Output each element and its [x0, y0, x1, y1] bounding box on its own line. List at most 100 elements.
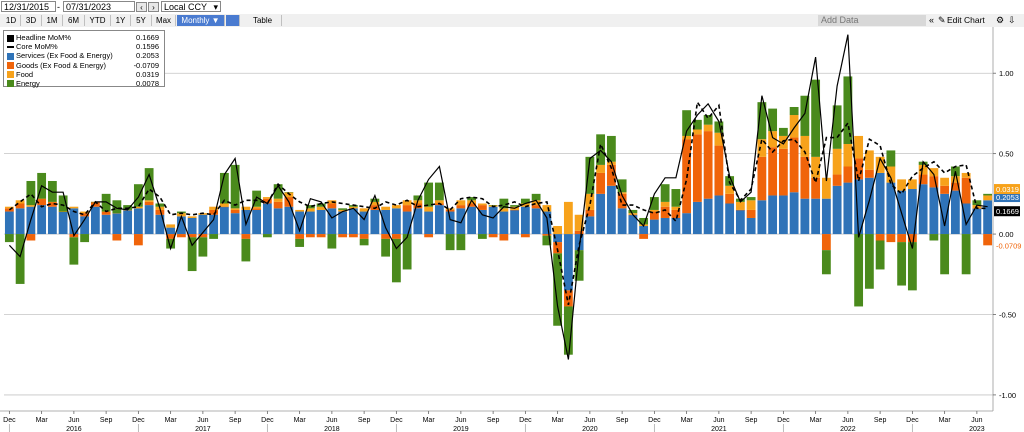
next-period-button[interactable]: › — [148, 2, 159, 12]
last-value-labels: 0.2053 0.1669 -0.0709 0.0319 — [994, 184, 1021, 251]
settings-icon[interactable]: ⚙ — [996, 15, 1005, 25]
bar-goods-1 — [15, 203, 25, 209]
bar-goods-41 — [445, 209, 455, 212]
bar-food-55 — [596, 164, 606, 173]
last-value-bg-1 — [994, 206, 1020, 217]
bar-food-33 — [359, 208, 369, 212]
bar-energy-72 — [778, 127, 788, 136]
bar-energy-56 — [606, 135, 616, 162]
x-tick-label-1: Mar — [36, 417, 49, 424]
frequency-dropdown[interactable]: Monthly ▼ — [177, 15, 225, 26]
legend-services[interactable]: Services (Ex Food & Energy) 0.2053 — [7, 51, 161, 60]
bar-energy-33 — [359, 238, 369, 246]
prev-period-button[interactable]: ‹ — [136, 2, 147, 12]
period-max-button[interactable]: Max — [152, 15, 176, 26]
bar-food-84 — [907, 179, 917, 190]
bar-energy-59 — [639, 217, 649, 225]
currency-select[interactable]: Local CCY ▾ — [161, 1, 221, 12]
period-3d-button[interactable]: 3D — [21, 15, 42, 26]
x-tick-label-20: Dec — [648, 417, 661, 424]
bar-goods-64 — [692, 134, 702, 202]
bar-food-67 — [725, 185, 735, 194]
legend-food[interactable]: Food 0.0319 — [7, 70, 161, 79]
x-tick-label-30: Jun — [971, 417, 982, 424]
bar-services-86 — [929, 187, 939, 235]
bar-food-44 — [477, 203, 487, 206]
bar-services-64 — [692, 201, 702, 235]
period-5y-button[interactable]: 5Y — [131, 15, 152, 26]
bar-energy-5 — [58, 195, 68, 212]
bar-food-83 — [897, 179, 907, 191]
bar-energy-18 — [198, 237, 208, 257]
bar-goods-37 — [402, 205, 412, 212]
bar-services-65 — [703, 198, 713, 235]
bar-food-20 — [219, 203, 229, 207]
x-tick-label-24: Dec — [777, 417, 790, 424]
legend-energy[interactable]: Energy 0.0078 — [7, 79, 161, 88]
collapse-icon[interactable]: « — [929, 15, 935, 25]
period-1y-button[interactable]: 1Y — [111, 15, 131, 26]
bar-food-37 — [402, 200, 412, 206]
bar-goods-14 — [155, 209, 165, 215]
add-data-input[interactable]: Add Data — [818, 15, 926, 26]
period-ytd-button[interactable]: YTD — [85, 15, 111, 26]
period-1m-button[interactable]: 1M — [42, 15, 63, 26]
bar-goods-56 — [606, 164, 616, 186]
pencil-icon[interactable]: ✎ — [938, 15, 946, 25]
legend-swatch-core — [7, 46, 14, 49]
bar-services-51 — [553, 234, 563, 243]
bar-goods-36 — [391, 234, 401, 239]
table-button[interactable]: Table — [244, 15, 282, 26]
last-value-text-3: 0.0319 — [996, 185, 1019, 194]
bar-goods-22 — [241, 234, 251, 239]
legend-headline[interactable]: Headline MoM% 0.1669 — [7, 33, 161, 42]
legend-core[interactable]: Core MoM% 0.1596 — [7, 42, 161, 51]
bar-services-49 — [531, 208, 541, 235]
legend-swatch-headline — [7, 34, 14, 42]
bar-goods-19 — [209, 209, 219, 215]
bar-services-58 — [628, 214, 638, 235]
x-tick-label-11: Sep — [358, 417, 371, 424]
period-6m-button[interactable]: 6M — [63, 15, 85, 26]
bar-food-51 — [553, 226, 563, 235]
bar-services-63 — [682, 213, 692, 235]
bar-goods-84 — [907, 234, 917, 243]
x-tick-label-7: Sep — [229, 417, 242, 424]
bar-goods-51 — [553, 242, 563, 254]
bar-goods-2 — [26, 234, 36, 241]
bar-services-10 — [112, 213, 122, 235]
last-value-bg-0 — [994, 192, 1020, 203]
bar-energy-28 — [305, 205, 315, 209]
bar-food-7 — [80, 211, 90, 214]
bar-services-82 — [886, 182, 896, 235]
bar-goods-33 — [359, 234, 369, 239]
bar-food-76 — [821, 177, 831, 199]
period-1d-button[interactable]: 1D — [2, 15, 21, 26]
bar-food-73 — [789, 115, 799, 138]
bar-food-17 — [187, 216, 197, 218]
start-date-input[interactable]: 12/31/2015 — [1, 1, 56, 12]
legend-goods[interactable]: Goods (Ex Food & Energy) -0.0709 — [7, 61, 161, 70]
legend-swatch-food — [7, 71, 14, 79]
year-label-5: 2021 — [711, 426, 727, 432]
bar-food-23 — [252, 206, 262, 209]
end-date-input[interactable]: 07/31/2023 — [63, 1, 135, 12]
bar-goods-0 — [4, 208, 14, 212]
last-value-text-2: -0.0709 — [996, 241, 1021, 250]
bar-goods-43 — [467, 203, 477, 207]
bar-energy-6 — [69, 237, 79, 265]
edit-chart-button[interactable]: Edit Chart — [947, 15, 985, 25]
bar-goods-28 — [305, 234, 315, 238]
frequency-extra-button[interactable] — [226, 15, 240, 26]
bar-goods-89 — [961, 177, 971, 204]
bar-services-26 — [284, 206, 294, 235]
bar-services-60 — [649, 219, 659, 235]
x-axis: Dec Mar Jun Sep Dec Mar Jun Sep Dec Mar Jun Sep Dec M… — [3, 411, 985, 432]
bar-energy-77 — [832, 105, 842, 149]
export-icon[interactable]: ⇩ — [1008, 15, 1016, 25]
bar-food-31 — [338, 209, 348, 212]
bar-food-40 — [434, 200, 444, 204]
bar-services-85 — [918, 184, 928, 235]
bar-energy-60 — [649, 197, 659, 210]
bar-services-16 — [176, 216, 186, 235]
